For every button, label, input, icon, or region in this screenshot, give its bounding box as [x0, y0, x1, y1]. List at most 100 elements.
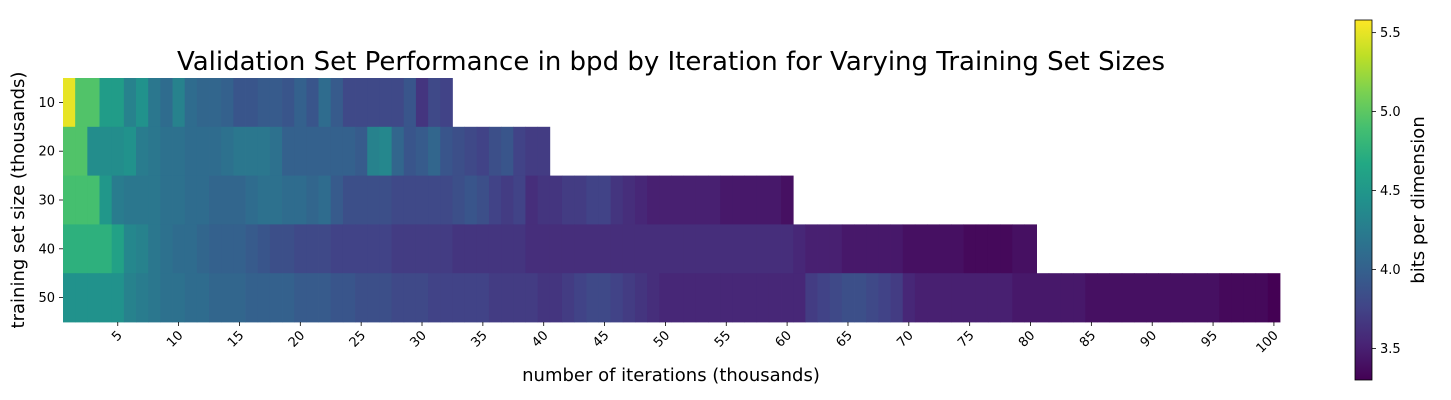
heatmap-cell — [720, 224, 733, 274]
heatmap-cell — [63, 224, 76, 274]
heatmap-cell — [342, 126, 356, 176]
x-tick-label: 95 — [1199, 328, 1221, 350]
heatmap-cell — [574, 273, 587, 323]
heatmap-cell — [415, 78, 429, 128]
heatmap-cell — [634, 224, 648, 274]
x-tick-label: 20 — [286, 328, 308, 350]
heatmap-cell — [428, 224, 441, 274]
heatmap-cell — [768, 273, 782, 323]
heatmap-cell — [318, 273, 332, 323]
heatmap-cell — [476, 224, 490, 274]
y-axis-label: training set size (thousands) — [8, 72, 29, 329]
heatmap-cell — [1231, 273, 1244, 323]
heatmap-cell — [549, 224, 563, 274]
heatmap-cell — [184, 78, 198, 128]
heatmap-cell — [732, 224, 745, 274]
heatmap-cell — [306, 175, 319, 225]
heatmap-cell — [87, 78, 100, 128]
heatmap-cell — [951, 224, 964, 274]
heatmap-cell — [184, 175, 198, 225]
heatmap-cell — [440, 78, 453, 128]
heatmap-cell — [1048, 273, 1062, 323]
heatmap-cell — [294, 224, 307, 274]
heatmap-cell — [488, 175, 502, 225]
heatmap-cell — [172, 224, 186, 274]
heatmap-cells — [63, 78, 1281, 323]
heatmap-cell — [598, 273, 612, 323]
heatmap-cell — [1012, 273, 1025, 323]
heatmap-cell — [87, 126, 100, 176]
heatmap-cell — [927, 273, 940, 323]
heatmap-cell — [768, 224, 782, 274]
heatmap-cell — [488, 126, 502, 176]
heatmap-cell — [99, 126, 113, 176]
heatmap-cell — [549, 273, 563, 323]
heatmap-cell — [257, 175, 271, 225]
heatmap-cell — [914, 224, 928, 274]
heatmap-cell — [111, 78, 125, 128]
heatmap-cell — [233, 224, 246, 274]
heatmap-cell — [878, 273, 891, 323]
heatmap-cell — [330, 224, 344, 274]
heatmap-cell — [306, 126, 319, 176]
heatmap-cell — [99, 224, 113, 274]
heatmap-cell — [963, 224, 977, 274]
heatmap-cell — [342, 273, 356, 323]
heatmap-cell — [391, 78, 405, 128]
heatmap-cell — [172, 273, 186, 323]
heatmap-cell — [793, 273, 806, 323]
heatmap-cell — [902, 224, 916, 274]
heatmap-cell — [269, 126, 283, 176]
heatmap-cell — [464, 224, 478, 274]
colorbar-tick-label: 3.5 — [1380, 342, 1401, 357]
heatmap-cell — [196, 78, 210, 128]
x-tick-label: 100 — [1254, 328, 1282, 356]
heatmap-cell — [1060, 273, 1074, 323]
heatmap-cell — [160, 273, 173, 323]
heatmap-cell — [257, 78, 271, 128]
heatmap-cell — [403, 224, 417, 274]
heatmap-cell — [452, 126, 466, 176]
heatmap-cell — [355, 175, 368, 225]
heatmap-cell — [659, 273, 672, 323]
heatmap-cell — [87, 224, 100, 274]
heatmap-cell — [123, 126, 137, 176]
heatmap-cell — [294, 273, 307, 323]
heatmap-cell — [744, 224, 758, 274]
heatmap-cell — [501, 126, 514, 176]
heatmap-cell — [890, 224, 904, 274]
heatmap-cell — [428, 126, 441, 176]
heatmap-cell — [87, 273, 100, 323]
heatmap-cell — [172, 126, 186, 176]
heatmap-cell — [501, 175, 514, 225]
heatmap-cell — [379, 78, 392, 128]
heatmap-cell — [452, 224, 466, 274]
heatmap-cell — [829, 224, 843, 274]
heatmap-cell — [209, 126, 222, 176]
heatmap-cell — [87, 175, 100, 225]
heatmap-cell — [659, 175, 672, 225]
heatmap-cell — [257, 224, 271, 274]
heatmap-cell — [306, 273, 319, 323]
heatmap-cell — [282, 78, 295, 128]
heatmap-cell — [342, 224, 356, 274]
heatmap-cell — [805, 273, 818, 323]
heatmap-cell — [391, 273, 405, 323]
heatmap-cell — [963, 273, 977, 323]
heatmap-cell — [209, 78, 222, 128]
heatmap-cell — [878, 224, 891, 274]
heatmap-cell — [99, 175, 113, 225]
heatmap-cell — [732, 273, 745, 323]
heatmap-cell — [1243, 273, 1257, 323]
heatmap-cell — [720, 175, 733, 225]
heatmap-cell — [561, 175, 575, 225]
heatmap-cell — [841, 273, 855, 323]
heatmap-cell — [160, 78, 173, 128]
heatmap-cell — [330, 126, 344, 176]
heatmap-cell — [513, 273, 526, 323]
heatmap-cell — [683, 224, 697, 274]
heatmap-cell — [123, 273, 137, 323]
heatmap-cell — [184, 273, 198, 323]
x-tick-label: 45 — [590, 328, 612, 350]
heatmap-cell — [245, 273, 259, 323]
